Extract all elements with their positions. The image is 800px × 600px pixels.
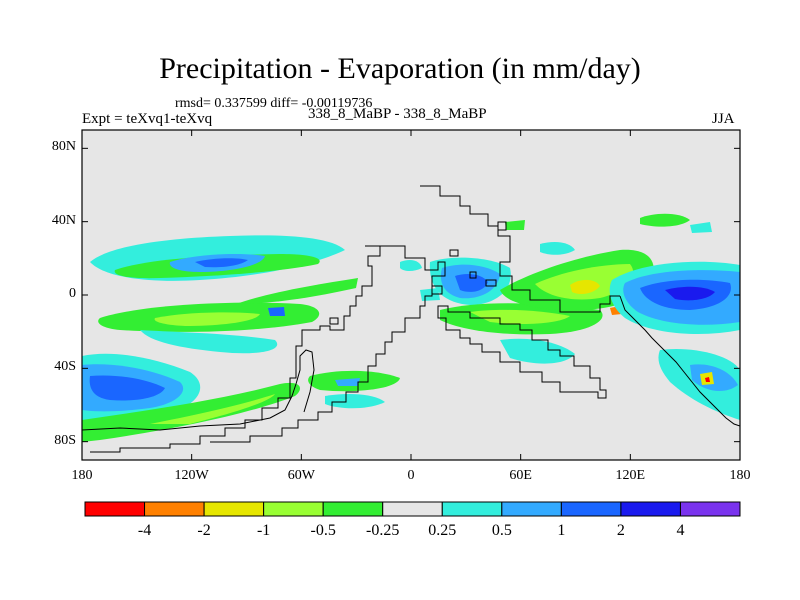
island <box>449 249 459 257</box>
x-tick-label: 60W <box>287 468 315 483</box>
coastlines <box>82 185 740 453</box>
colorbar-label: 4 <box>676 522 685 539</box>
y-tick-label: 80N <box>51 139 76 155</box>
contour-blue <box>455 274 488 292</box>
coastline-africa <box>437 305 607 399</box>
colorbar-swatch <box>560 501 622 517</box>
coastline-antarctic <box>82 349 315 431</box>
colorbar-swatch <box>620 501 681 517</box>
stats-label: rmsd= 0.337599 diff= -0.00119736 <box>175 96 373 111</box>
contour-red <box>705 377 710 382</box>
case-label: 338_8_MaBP - 338_8_MaBP <box>308 106 487 122</box>
contour-green <box>82 382 300 442</box>
contour-cyan <box>140 330 278 354</box>
contour-blue <box>195 258 248 268</box>
island <box>469 271 477 279</box>
contour-lightgreen <box>150 394 275 424</box>
x-tick-label: 120E <box>615 468 646 483</box>
colorbar-label: -2 <box>197 522 211 539</box>
colorbar-label: -0.25 <box>366 522 400 539</box>
coastline-america <box>90 245 381 453</box>
y-tick-label: 80S <box>54 432 76 448</box>
colorbar-swatch <box>679 501 741 517</box>
colorbar-label: -4 <box>137 522 152 539</box>
x-tick-label: 0 <box>407 468 415 483</box>
contour-lightgreen <box>470 309 570 324</box>
colorbar-label: -1 <box>256 522 271 539</box>
contour-blue <box>89 375 165 401</box>
coastline-asia-pacific <box>619 295 740 427</box>
island <box>329 317 339 325</box>
colorbar-label: 1 <box>557 522 566 539</box>
island <box>485 279 497 287</box>
y-tick-label: 40S <box>54 359 76 375</box>
colorbar-label: 0.25 <box>428 522 457 539</box>
contour-cyan <box>400 260 422 271</box>
y-tick-label: 0 <box>69 286 76 301</box>
colorbar-label: -0.5 <box>310 522 336 539</box>
colorbar-swatch <box>382 501 443 517</box>
contour-cyan <box>690 222 712 233</box>
colorbar-swatch <box>441 501 503 517</box>
season-label: JJA <box>712 111 735 127</box>
contour-darkblue <box>665 286 715 301</box>
contour-lightgreen <box>154 312 260 326</box>
colorbar-swatch <box>144 501 205 517</box>
colorbar-swatch <box>501 501 562 517</box>
contour-green <box>236 278 358 304</box>
island <box>431 285 443 295</box>
x-tick-label: 120W <box>174 468 209 483</box>
colorbar-swatch <box>84 501 146 517</box>
colorbar <box>84 501 741 517</box>
colorbar-label: 0.5 <box>491 522 512 539</box>
x-tick-label: 60E <box>509 468 532 483</box>
experiment-label: Expt = teXvq1-teXvq <box>82 111 213 127</box>
colorbar-swatch <box>203 501 265 517</box>
field-contours <box>82 213 740 442</box>
contour-lightblue <box>335 378 360 386</box>
contour-cyan <box>500 338 575 364</box>
coastline-america-east <box>210 245 446 443</box>
contour-cyan <box>325 394 385 409</box>
y-tick-label: 40N <box>51 212 76 228</box>
contour-yellow <box>570 279 600 294</box>
x-tick-label: 180 <box>71 468 93 483</box>
axis-ticks <box>81 130 741 460</box>
colorbar-label: 2 <box>616 522 625 539</box>
island <box>497 221 507 231</box>
contour-blue <box>268 307 285 316</box>
contour-green <box>640 213 690 227</box>
x-tick-label: 180 <box>729 468 751 483</box>
contour-green <box>505 220 525 230</box>
map-title: Precipitation - Evaporation (in mm/day) <box>159 52 641 85</box>
colorbar-swatch <box>263 501 324 517</box>
colorbar-swatch <box>322 501 384 517</box>
contour-cyan <box>540 242 575 255</box>
coastline-europe <box>420 185 620 313</box>
